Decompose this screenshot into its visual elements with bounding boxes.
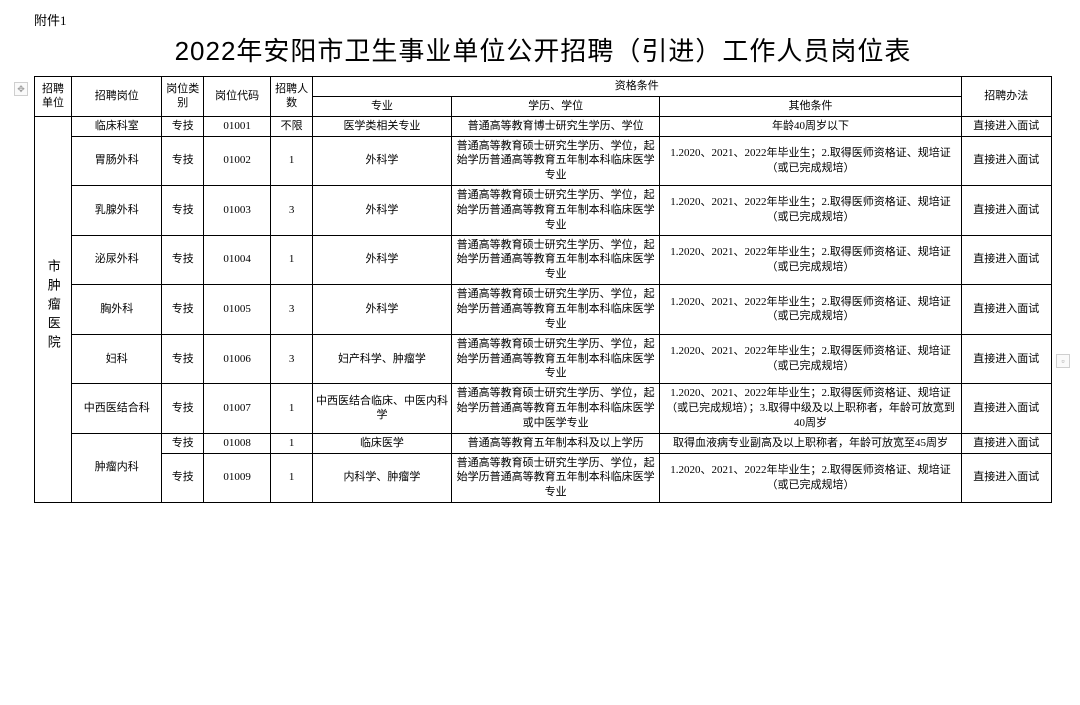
cell-other: 1.2020、2021、2022年毕业生；2.取得医师资格证、规培证（或已完成规…	[660, 235, 961, 285]
th-qualification: 资格条件	[312, 77, 961, 97]
cell-major: 外科学	[312, 186, 451, 236]
cell-post: 妇科	[72, 334, 162, 384]
cell-code: 01002	[204, 136, 271, 186]
cell-count: 3	[271, 334, 313, 384]
cell-category: 专技	[162, 384, 204, 434]
cell-other: 1.2020、2021、2022年毕业生；2.取得医师资格证、规培证（或已完成规…	[660, 285, 961, 335]
page: ✥ ▫ 附件1 2022年安阳市卫生事业单位公开招聘（引进）工作人员岗位表 招聘…	[0, 0, 1080, 509]
cell-method: 直接进入面试	[961, 116, 1051, 136]
cell-degree: 普通高等教育硕士研究生学历、学位，起始学历普通高等教育五年制本科临床医学专业	[451, 334, 659, 384]
table-row: 专技010091内科学、肿瘤学普通高等教育硕士研究生学历、学位，起始学历普通高等…	[35, 453, 1052, 503]
cell-code: 01008	[204, 433, 271, 453]
cell-count: 不限	[271, 116, 313, 136]
th-other: 其他条件	[660, 96, 961, 116]
cell-major: 外科学	[312, 285, 451, 335]
cell-post: 胸外科	[72, 285, 162, 335]
table-move-handle-icon: ✥	[14, 82, 28, 96]
cell-major: 内科学、肿瘤学	[312, 453, 451, 503]
cell-code: 01003	[204, 186, 271, 236]
cell-other: 1.2020、2021、2022年毕业生；2.取得医师资格证、规培证（或已完成规…	[660, 334, 961, 384]
cell-degree: 普通高等教育硕士研究生学历、学位，起始学历普通高等教育五年制本科临床医学专业	[451, 136, 659, 186]
cell-degree: 普通高等教育硕士研究生学历、学位，起始学历普通高等教育五年制本科临床医学或中医学…	[451, 384, 659, 434]
th-degree: 学历、学位	[451, 96, 659, 116]
cell-other: 1.2020、2021、2022年毕业生；2.取得医师资格证、规培证（或已完成规…	[660, 453, 961, 503]
cell-category: 专技	[162, 433, 204, 453]
cell-count: 1	[271, 136, 313, 186]
unit-name: 市肿瘤医院	[44, 259, 62, 354]
cell-method: 直接进入面试	[961, 433, 1051, 453]
cell-category: 专技	[162, 116, 204, 136]
cell-count: 1	[271, 453, 313, 503]
cell-method: 直接进入面试	[961, 285, 1051, 335]
table-row: 市肿瘤医院临床科室专技01001不限医学类相关专业普通高等教育博士研究生学历、学…	[35, 116, 1052, 136]
cell-degree: 普通高等教育硕士研究生学历、学位，起始学历普通高等教育五年制本科临床医学专业	[451, 235, 659, 285]
attachment-label: 附件1	[34, 10, 1052, 29]
cell-degree: 普通高等教育五年制本科及以上学历	[451, 433, 659, 453]
cell-other: 1.2020、2021、2022年毕业生；2.取得医师资格证、规培证（或已完成规…	[660, 186, 961, 236]
cell-degree: 普通高等教育硕士研究生学历、学位，起始学历普通高等教育五年制本科临床医学专业	[451, 186, 659, 236]
table-row: 泌尿外科专技010041外科学普通高等教育硕士研究生学历、学位，起始学历普通高等…	[35, 235, 1052, 285]
th-major: 专业	[312, 96, 451, 116]
cell-major: 中西医结合临床、中医内科学	[312, 384, 451, 434]
table-row: 胃肠外科专技010021外科学普通高等教育硕士研究生学历、学位，起始学历普通高等…	[35, 136, 1052, 186]
cell-post: 胃肠外科	[72, 136, 162, 186]
table-row: 妇科专技010063妇产科学、肿瘤学普通高等教育硕士研究生学历、学位，起始学历普…	[35, 334, 1052, 384]
cell-count: 1	[271, 235, 313, 285]
th-post: 招聘岗位	[72, 77, 162, 117]
th-unit: 招聘单位	[35, 77, 72, 117]
cell-post: 临床科室	[72, 116, 162, 136]
cell-degree: 普通高等教育博士研究生学历、学位	[451, 116, 659, 136]
th-code: 岗位代码	[204, 77, 271, 117]
cell-major: 妇产科学、肿瘤学	[312, 334, 451, 384]
cell-code: 01009	[204, 453, 271, 503]
cell-degree: 普通高等教育硕士研究生学历、学位，起始学历普通高等教育五年制本科临床医学专业	[451, 453, 659, 503]
cell-count: 3	[271, 285, 313, 335]
cell-category: 专技	[162, 186, 204, 236]
cell-degree: 普通高等教育硕士研究生学历、学位，起始学历普通高等教育五年制本科临床医学专业	[451, 285, 659, 335]
table-resize-handle-icon: ▫	[1056, 354, 1070, 368]
cell-count: 3	[271, 186, 313, 236]
cell-code: 01004	[204, 235, 271, 285]
cell-count: 1	[271, 433, 313, 453]
table-body: 市肿瘤医院临床科室专技01001不限医学类相关专业普通高等教育博士研究生学历、学…	[35, 116, 1052, 502]
cell-category: 专技	[162, 334, 204, 384]
cell-category: 专技	[162, 136, 204, 186]
page-title: 2022年安阳市卫生事业单位公开招聘（引进）工作人员岗位表	[34, 31, 1052, 68]
table-row: 乳腺外科专技010033外科学普通高等教育硕士研究生学历、学位，起始学历普通高等…	[35, 186, 1052, 236]
cell-unit: 市肿瘤医院	[35, 116, 72, 502]
cell-method: 直接进入面试	[961, 334, 1051, 384]
th-category: 岗位类别	[162, 77, 204, 117]
cell-post: 泌尿外科	[72, 235, 162, 285]
cell-code: 01007	[204, 384, 271, 434]
table-row: 肿瘤内科专技010081临床医学普通高等教育五年制本科及以上学历取得血液病专业副…	[35, 433, 1052, 453]
cell-other: 1.2020、2021、2022年毕业生；2.取得医师资格证、规培证（或已完成规…	[660, 136, 961, 186]
cell-category: 专技	[162, 235, 204, 285]
cell-post: 肿瘤内科	[72, 433, 162, 502]
th-method: 招聘办法	[961, 77, 1051, 117]
cell-method: 直接进入面试	[961, 384, 1051, 434]
cell-category: 专技	[162, 285, 204, 335]
cell-other: 取得血液病专业副高及以上职称者，年龄可放宽至45周岁	[660, 433, 961, 453]
th-count: 招聘人数	[271, 77, 313, 117]
cell-code: 01006	[204, 334, 271, 384]
cell-category: 专技	[162, 453, 204, 503]
cell-method: 直接进入面试	[961, 186, 1051, 236]
cell-post: 乳腺外科	[72, 186, 162, 236]
cell-code: 01005	[204, 285, 271, 335]
positions-table: 招聘单位 招聘岗位 岗位类别 岗位代码 招聘人数 资格条件 招聘办法 专业 学历…	[34, 76, 1052, 503]
cell-major: 外科学	[312, 136, 451, 186]
cell-code: 01001	[204, 116, 271, 136]
cell-major: 外科学	[312, 235, 451, 285]
cell-method: 直接进入面试	[961, 136, 1051, 186]
table-row: 胸外科专技010053外科学普通高等教育硕士研究生学历、学位，起始学历普通高等教…	[35, 285, 1052, 335]
cell-major: 医学类相关专业	[312, 116, 451, 136]
cell-post: 中西医结合科	[72, 384, 162, 434]
cell-method: 直接进入面试	[961, 235, 1051, 285]
cell-other: 年龄40周岁以下	[660, 116, 961, 136]
cell-other: 1.2020、2021、2022年毕业生；2.取得医师资格证、规培证（或已完成规…	[660, 384, 961, 434]
cell-method: 直接进入面试	[961, 453, 1051, 503]
cell-count: 1	[271, 384, 313, 434]
cell-major: 临床医学	[312, 433, 451, 453]
table-row: 中西医结合科专技010071中西医结合临床、中医内科学普通高等教育硕士研究生学历…	[35, 384, 1052, 434]
